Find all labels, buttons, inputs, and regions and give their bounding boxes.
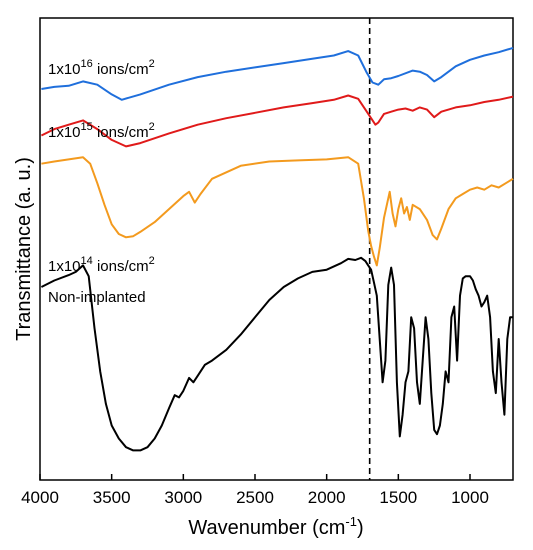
- x-tick-label: 3500: [93, 488, 131, 507]
- x-tick-label: 2500: [236, 488, 274, 507]
- series-label-1e14: 1x1014 ions/cm2: [48, 255, 155, 275]
- series-line-3: [40, 256, 513, 452]
- series-label-1e15: 1x1015 ions/cm2: [48, 121, 155, 141]
- series-label-non-implanted: Non-implanted: [48, 289, 146, 306]
- x-axis-title-end: ): [357, 517, 364, 539]
- x-axis-title-main: Wavenumber (cm: [188, 517, 345, 539]
- series-label-exp: 15: [81, 121, 93, 133]
- series-line-2: [41, 156, 514, 267]
- series-layer: [40, 46, 514, 452]
- x-axis-title-sup: -1: [345, 514, 357, 529]
- series-line-1: [40, 94, 514, 148]
- series-label-unit-exp: 2: [149, 121, 155, 133]
- x-tick-label: 3000: [164, 488, 202, 507]
- series-label-exp: 16: [81, 58, 93, 70]
- x-tick-label: 1500: [379, 488, 417, 507]
- series-label-unit: ions/cm: [93, 61, 149, 78]
- x-tick-label: 2000: [308, 488, 346, 507]
- series-line-0: [41, 46, 514, 101]
- y-axis-title: Transmittance (a. u.): [13, 157, 35, 341]
- series-label-1e16: 1x1016 ions/cm2: [48, 58, 155, 78]
- x-axis-title: Wavenumber (cm-1): [188, 514, 363, 539]
- x-tick-label: 1000: [451, 488, 489, 507]
- plot-frame: [39, 17, 514, 481]
- series-label-unit: ions/cm: [93, 258, 149, 275]
- x-tick-label: 4000: [21, 488, 59, 507]
- series-label-base: 1x10: [48, 61, 81, 78]
- series-label-exp: 14: [81, 255, 93, 267]
- x-ticks: 4000 3500 3000 2500 2000 1500 1000: [21, 474, 489, 507]
- series-label-unit: ions/cm: [93, 124, 149, 141]
- series-label-base: 1x10: [48, 124, 81, 141]
- series-label-unit-exp: 2: [149, 255, 155, 267]
- series-label-base: 1x10: [48, 258, 81, 275]
- series-label-unit-exp: 2: [149, 58, 155, 70]
